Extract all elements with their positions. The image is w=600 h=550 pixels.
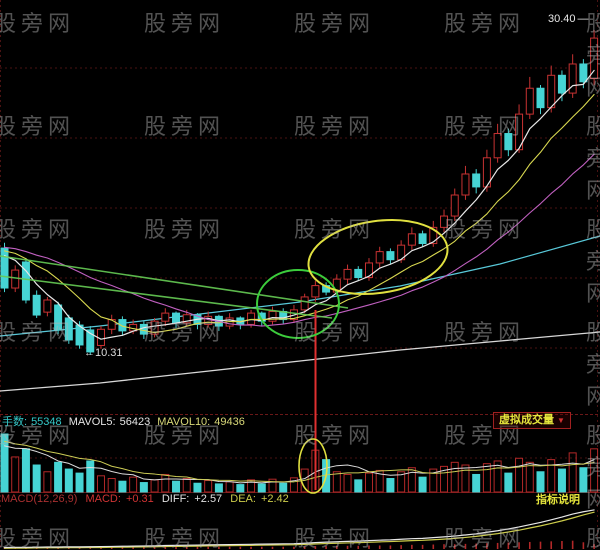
dea-label: DEA: (230, 493, 256, 505)
virtual-volume-arrow-icon: ▼ (557, 416, 565, 425)
price-axis-tick: — (577, 13, 589, 25)
mavol10-value: 49436 (214, 416, 245, 428)
indicator-help-link[interactable]: 指标说明 (536, 494, 580, 506)
mavol5-value: 56423 (119, 416, 151, 428)
turnover-label: 手数: (2, 416, 28, 428)
mavol10-label: MAVOL10: (157, 416, 211, 428)
virtual-volume-button[interactable]: 虚拟成交量 ▼ (493, 412, 571, 429)
macd-value: +0.31 (125, 493, 154, 505)
macd-indicator-name: MACD(12,26,9) (1, 493, 78, 505)
diff-value: +2.57 (194, 493, 223, 505)
macd-label: MACD: (85, 493, 121, 505)
price-high-label: 30.40— (548, 13, 589, 26)
volume-header: 手数: 55348 MAVOL5: 56423 MAVOL10: 49436 (2, 416, 249, 429)
price-high-value: 30.40 (548, 13, 576, 25)
dea-value: +2.42 (260, 493, 289, 505)
macd-header: MACD(12,26,9) MACD: +0.31 DIFF: +2.57 DEA:… (1, 493, 294, 506)
mavol5-label: MAVOL5: (68, 416, 116, 428)
diff-label: DIFF: (161, 493, 190, 505)
price-low-marker: ←10.31 (84, 347, 123, 359)
virtual-volume-label: 虚拟成交量 (499, 414, 554, 426)
turnover-value: 55348 (31, 416, 62, 428)
